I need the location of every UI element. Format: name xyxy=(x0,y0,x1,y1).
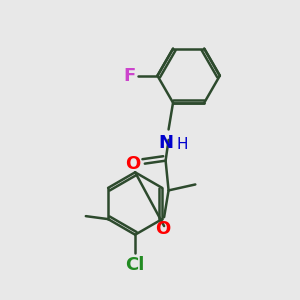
Text: O: O xyxy=(155,220,170,238)
Text: Cl: Cl xyxy=(125,256,145,274)
Text: F: F xyxy=(124,67,136,85)
Text: O: O xyxy=(125,155,140,173)
Text: H: H xyxy=(176,137,188,152)
Text: N: N xyxy=(158,134,173,152)
